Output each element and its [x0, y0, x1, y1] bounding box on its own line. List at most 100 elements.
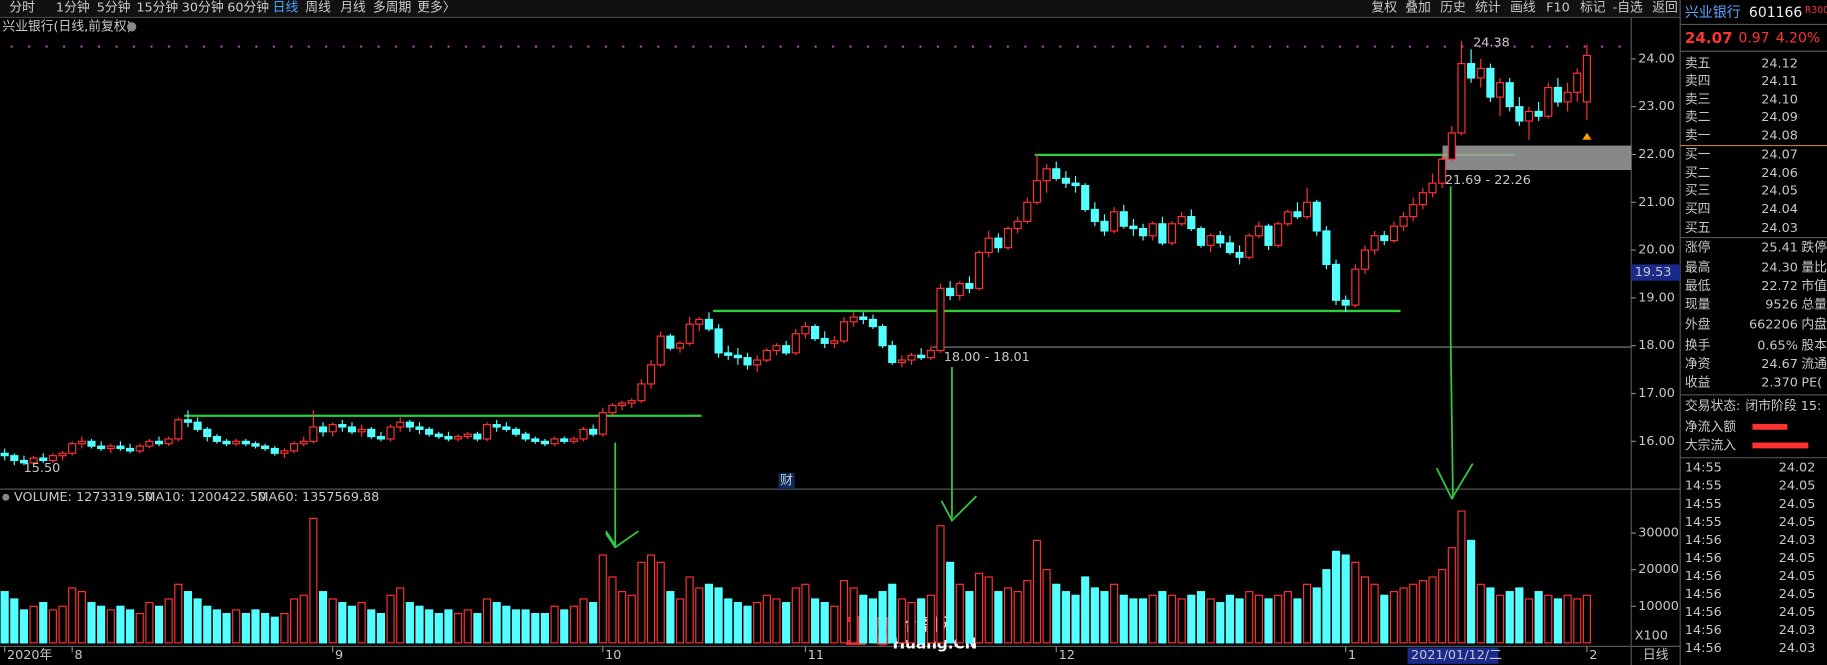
icon-bg[interactable]	[778, 472, 795, 490]
tool-button[interactable]: F10	[1546, 1, 1570, 16]
candle-body	[965, 282, 974, 289]
volume-bar	[396, 587, 405, 644]
tool-button[interactable]: 画线	[1510, 1, 1536, 16]
stat-value: 0.65%	[1757, 338, 1798, 353]
candle-body	[1129, 225, 1138, 230]
candle-body	[560, 438, 569, 442]
candle-body	[666, 335, 675, 349]
candle-body	[579, 428, 588, 440]
tool-button[interactable]: -自选	[1613, 1, 1643, 16]
candle-body	[444, 435, 453, 440]
y-tick-label: 17.00	[1638, 386, 1675, 401]
candle-body	[1013, 220, 1022, 230]
tool-button[interactable]: 叠加	[1405, 1, 1431, 16]
book-price: 24.08	[1761, 129, 1798, 144]
title-icon[interactable]	[127, 22, 137, 32]
low-label: 15.50	[24, 461, 61, 476]
signal-dot	[185, 45, 188, 48]
stat-value: 25.41	[1761, 241, 1798, 256]
volume-bar	[753, 602, 762, 644]
period-button[interactable]: 日线	[273, 1, 299, 16]
signal-dot	[692, 45, 695, 48]
candle-body	[232, 440, 241, 445]
arrow	[1449, 186, 1454, 499]
volume-bar	[29, 605, 38, 644]
signal-dot	[552, 45, 555, 48]
signal-dot	[1041, 45, 1044, 48]
period-button[interactable]: 60分钟	[227, 0, 269, 16]
candle-body	[1032, 180, 1042, 203]
signal-dot	[744, 45, 747, 48]
volume-bar	[1167, 594, 1177, 644]
volume-bar	[1495, 594, 1505, 644]
signal-dot	[569, 45, 573, 48]
candle-body	[762, 349, 771, 361]
period-button[interactable]: 分时	[9, 1, 35, 16]
period-button[interactable]: 30分钟	[182, 0, 224, 16]
volume-bar	[444, 609, 453, 644]
period-button[interactable]: 15分钟	[136, 0, 178, 16]
candle-body	[1409, 204, 1418, 218]
book-price: 24.05	[1761, 184, 1798, 199]
signal-dot	[657, 45, 660, 48]
period-button[interactable]: 多周期	[373, 1, 411, 16]
signal-dot	[1181, 45, 1184, 48]
x-tick-label: 11	[808, 648, 824, 663]
volume-bar	[695, 587, 704, 644]
cursor-price: 19.53	[1635, 265, 1672, 280]
price-pct: 4.20%	[1776, 30, 1820, 46]
candle-body	[1071, 182, 1080, 187]
candle-body	[425, 428, 434, 435]
volume-bar	[164, 598, 173, 644]
candle-body	[994, 237, 1003, 249]
candle-body	[164, 438, 173, 445]
volume-bar	[58, 605, 67, 644]
period-button[interactable]: 更多〉	[417, 1, 455, 16]
marker	[1582, 132, 1592, 140]
volume-bar	[830, 605, 839, 644]
candle-body	[1486, 67, 1495, 98]
volume-bar	[907, 602, 916, 644]
period-button[interactable]: 月线	[340, 1, 366, 16]
signal-dot	[779, 45, 782, 48]
volume-icon[interactable]	[2, 493, 10, 501]
signal-dot	[674, 45, 677, 48]
volume-bar	[328, 598, 337, 644]
volume-bar	[1476, 583, 1485, 644]
period-button[interactable]: 1分钟	[56, 0, 90, 16]
stat-value: 24.67	[1761, 357, 1798, 372]
volume-bar	[1119, 594, 1128, 644]
stat-value: 2.370	[1761, 376, 1798, 391]
tool-button[interactable]: 标记	[1580, 1, 1606, 16]
signal-dot	[1618, 45, 1621, 48]
candle-body	[212, 435, 221, 442]
tool-button[interactable]: 返回	[1652, 1, 1678, 16]
volume-bar	[367, 609, 376, 644]
volume-bar	[579, 598, 588, 644]
volume-bar	[1003, 587, 1013, 644]
stat-label: 内盘	[1801, 316, 1827, 332]
volume-bar	[946, 561, 955, 644]
tool-button[interactable]: 复权	[1371, 0, 1397, 16]
candle-body	[10, 455, 19, 462]
book-price: 24.03	[1761, 221, 1798, 236]
volume-bar	[502, 605, 511, 644]
candle-body	[608, 404, 617, 414]
icon[interactable]: 财	[780, 473, 793, 488]
candle-body	[907, 354, 916, 361]
volume-bar	[405, 602, 414, 644]
signal-dot	[1303, 45, 1307, 48]
tool-button[interactable]: 统计	[1475, 1, 1501, 16]
candle-body	[675, 342, 685, 349]
volume-bar	[1023, 580, 1032, 644]
candle-body	[1042, 168, 1051, 182]
signal-dot	[1164, 45, 1167, 48]
period-button[interactable]: 周线	[305, 1, 331, 16]
period-button[interactable]: 5分钟	[97, 0, 131, 16]
y-tick-label: 19.00	[1638, 290, 1675, 305]
volume-bar	[685, 576, 694, 644]
volume-bar	[608, 576, 617, 644]
stat-label: 量比	[1801, 260, 1827, 275]
tool-button[interactable]: 历史	[1440, 1, 1466, 16]
volume-bar	[1457, 510, 1466, 644]
